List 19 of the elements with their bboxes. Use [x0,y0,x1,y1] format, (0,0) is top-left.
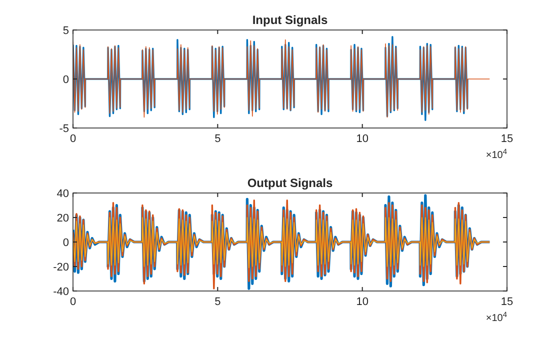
text: ×10$^{4}$ [486,310,507,324]
y-tick-label: 20 [56,212,69,224]
y-tick-label: -40 [53,286,69,298]
y-tick-label: 0 [62,74,69,86]
x-tick-label: 10 [356,133,368,145]
y-tick-label: 40 [56,188,69,200]
y-tick-label: 0 [62,237,69,249]
y-tick-label: 5 [62,25,69,37]
text: ×10$^{4}$ [486,146,507,161]
x-tick-label: 5 [214,133,221,145]
line-series [73,217,490,268]
y-tick-label: -20 [53,262,69,274]
x-tick-label: 10 [356,296,368,308]
x-tick-label: 15 [500,133,514,145]
y-tick-label: -5 [59,123,69,135]
x-tick-label: 15 [500,296,514,308]
x-tick-label: 5 [214,296,221,308]
chart-title: Input Signals [252,13,328,27]
chart-title: Output Signals [247,176,333,190]
